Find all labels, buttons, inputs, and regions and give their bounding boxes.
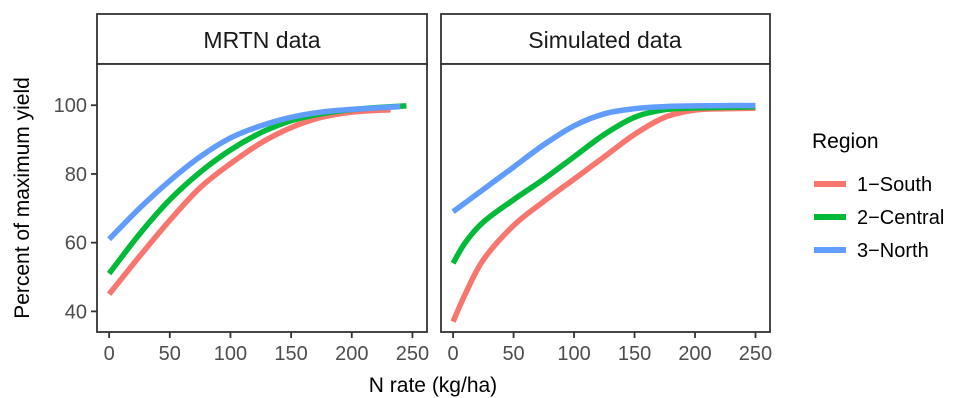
x-tick-label: 150 (274, 343, 307, 365)
y-tick-label: 60 (65, 233, 87, 255)
x-tick-label: 200 (335, 343, 368, 365)
panel-simulated: Simulated data 0 50 100 150 200 250 (440, 13, 772, 365)
x-tick-label: 50 (502, 343, 524, 365)
series-lines (106, 103, 407, 296)
series-lines (450, 102, 756, 323)
panel-title: MRTN data (203, 27, 320, 53)
panel-strip (440, 13, 771, 65)
panel-strip (96, 13, 428, 65)
x-tick-label: 100 (557, 343, 590, 365)
y-tick-label: 40 (65, 301, 87, 323)
y-axis-title: Percent of maximum yield (11, 77, 34, 319)
panel-title: Simulated data (528, 27, 682, 53)
series-line-north (451, 102, 756, 214)
panel-mrtn: MRTN data 40 60 80 100 0 50 100 150 200 250 (54, 13, 429, 365)
x-tick-label: 200 (678, 343, 711, 365)
legend-items: 1−South 2−Central 3−North (814, 174, 944, 262)
x-tick-label: 100 (214, 343, 247, 365)
x-tick-label: 0 (448, 343, 459, 365)
legend-title: Region (812, 130, 879, 153)
legend-label-south: 1−South (857, 174, 932, 196)
x-axis: 0 50 100 150 200 250 (448, 332, 772, 365)
x-axis: 0 50 100 150 200 250 (104, 332, 429, 365)
x-tick-label: 50 (159, 343, 181, 365)
x-tick-label: 250 (739, 343, 772, 365)
series-line-north (107, 103, 401, 242)
y-axis: 40 60 80 100 (54, 95, 97, 323)
legend-label-north: 3−North (857, 240, 929, 262)
y-tick-label: 80 (65, 164, 87, 186)
y-tick-label: 100 (54, 95, 87, 117)
x-tick-label: 150 (618, 343, 651, 365)
legend-label-central: 2−Central (857, 207, 944, 229)
x-tick-label: 250 (396, 343, 429, 365)
legend: Region 1−South 2−Central 3−North (812, 130, 944, 262)
x-tick-label: 0 (104, 343, 115, 365)
x-axis-title: N rate (kg/ha) (369, 374, 497, 397)
